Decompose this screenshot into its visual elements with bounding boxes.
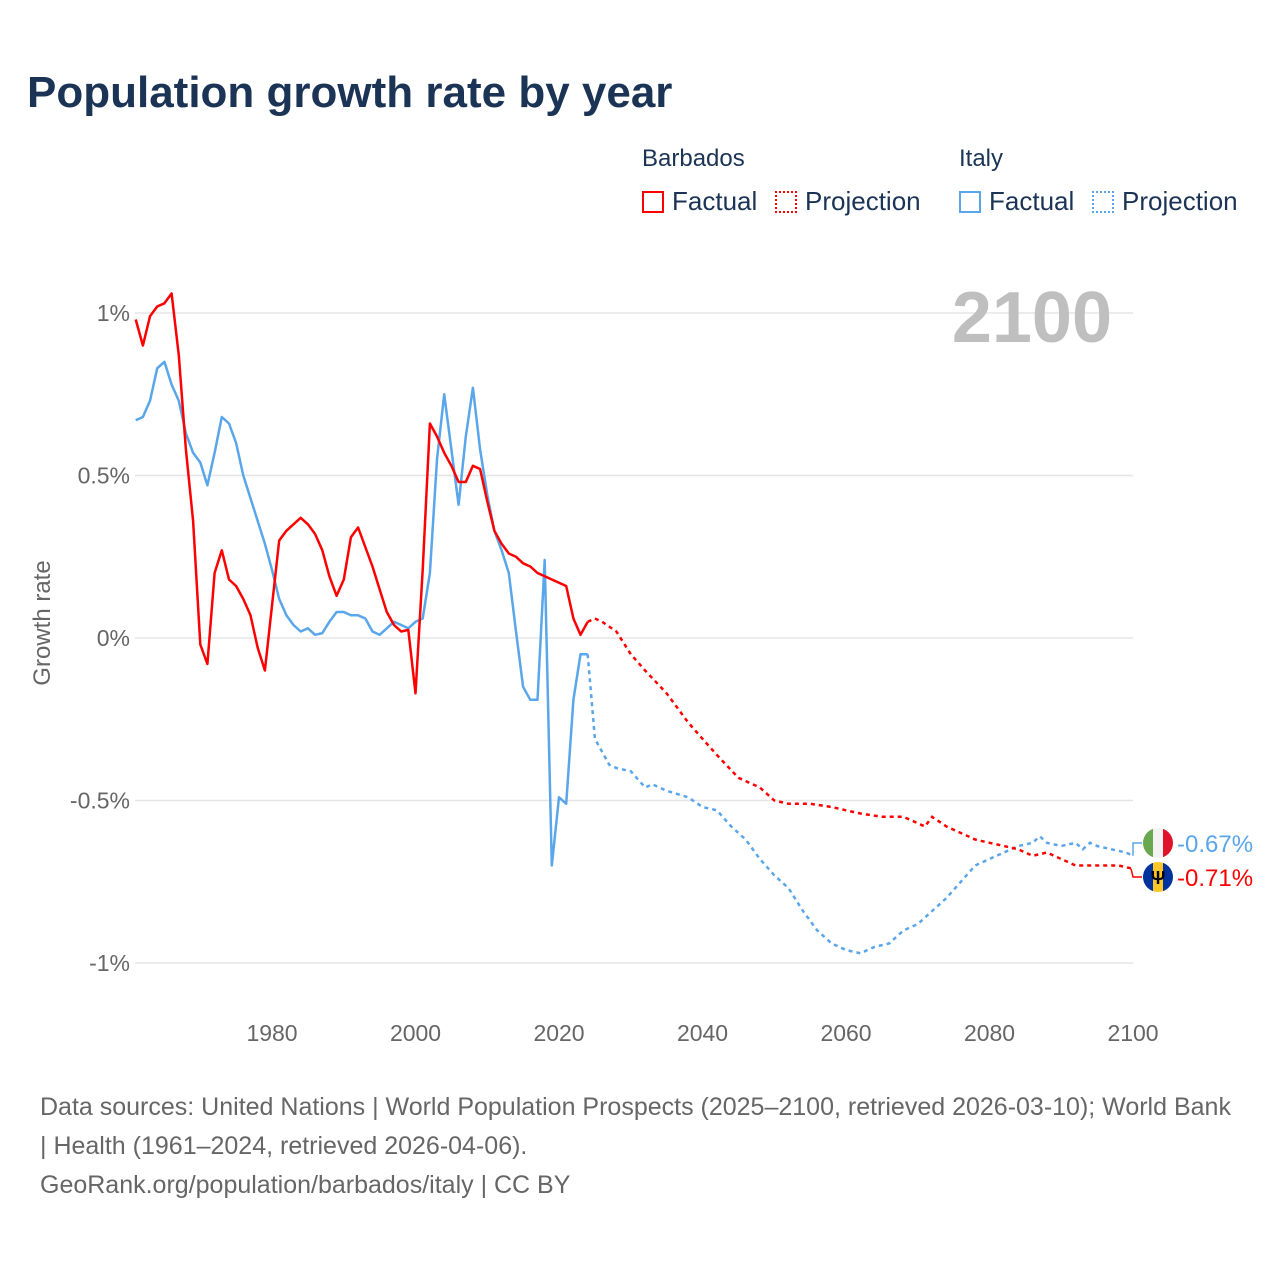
legend-swatch-solid <box>959 190 981 213</box>
x-tick-label: 1980 <box>246 1020 297 1046</box>
legend-group-barbados: Barbados <box>642 145 745 172</box>
y-tick-label: -0.5% <box>70 788 130 814</box>
italy-flag-icon <box>1143 828 1173 858</box>
legend-swatch-dotted <box>1092 190 1114 213</box>
barbados-end-value: -0.71% <box>1177 865 1253 892</box>
x-tick-label: 2060 <box>820 1020 871 1046</box>
legend-label: Factual <box>672 186 758 216</box>
legend-barbados-factual[interactable]: Factual <box>642 186 757 217</box>
legend-italy-projection[interactable]: Projection <box>1092 186 1238 217</box>
y-axis-label: Growth rate <box>29 560 56 685</box>
flag-stripe <box>1163 862 1173 892</box>
x-tick-label: 2000 <box>390 1020 441 1046</box>
flag-stripe <box>1153 862 1163 892</box>
flag-stripe <box>1143 828 1153 858</box>
legend-group-italy: Italy <box>959 145 1004 172</box>
data-sources: Data sources: United Nations | World Pop… <box>40 1093 1231 1160</box>
barbados-flag-icon: Ψ <box>1143 862 1173 892</box>
legend-swatch-solid <box>642 190 664 213</box>
footer: Data sources: United Nations | World Pop… <box>40 1088 1240 1205</box>
trident-icon: Ψ <box>1151 868 1166 888</box>
legend-barbados-projection[interactable]: Projection <box>775 186 921 217</box>
flag-stripe <box>1163 828 1173 858</box>
x-tick-label: 2080 <box>964 1020 1015 1046</box>
legend-italy-factual[interactable]: Factual <box>959 186 1074 217</box>
barbados-factual-line <box>134 292 589 695</box>
italy-end-connector <box>1132 842 1142 856</box>
x-tick-label: 2100 <box>1107 1020 1158 1046</box>
barbados-end-connector <box>1130 868 1142 878</box>
y-tick-label: 0.5% <box>78 463 130 489</box>
x-tick-label: 2040 <box>677 1020 728 1046</box>
y-tick-label: 1% <box>97 300 130 326</box>
plot-area: 1% 0.5% 0% -0.5% -1% 1980 2000 2020 2040 2060 2080… <box>29 278 1253 1046</box>
italy-factual-line <box>135 360 588 867</box>
flag-stripe <box>1153 828 1163 858</box>
barbados-projection-line <box>587 617 1134 871</box>
legend-label: Projection <box>1122 186 1238 216</box>
x-tick-label: 2020 <box>533 1020 584 1046</box>
credit-link[interactable]: GeoRank.org/population/barbados/italy | … <box>40 1171 571 1199</box>
italy-end-value: -0.67% <box>1177 831 1253 858</box>
y-tick-label: 0% <box>97 625 130 651</box>
flag-stripe <box>1143 862 1153 892</box>
chart-title: Population growth rate by year <box>27 68 673 117</box>
y-tick-label: -1% <box>89 950 130 976</box>
italy-projection-line <box>586 654 1134 955</box>
legend-swatch-dotted <box>775 190 797 213</box>
current-year-label: 2100 <box>952 278 1112 358</box>
legend-label: Factual <box>989 186 1075 216</box>
legend-label: Projection <box>805 186 921 216</box>
